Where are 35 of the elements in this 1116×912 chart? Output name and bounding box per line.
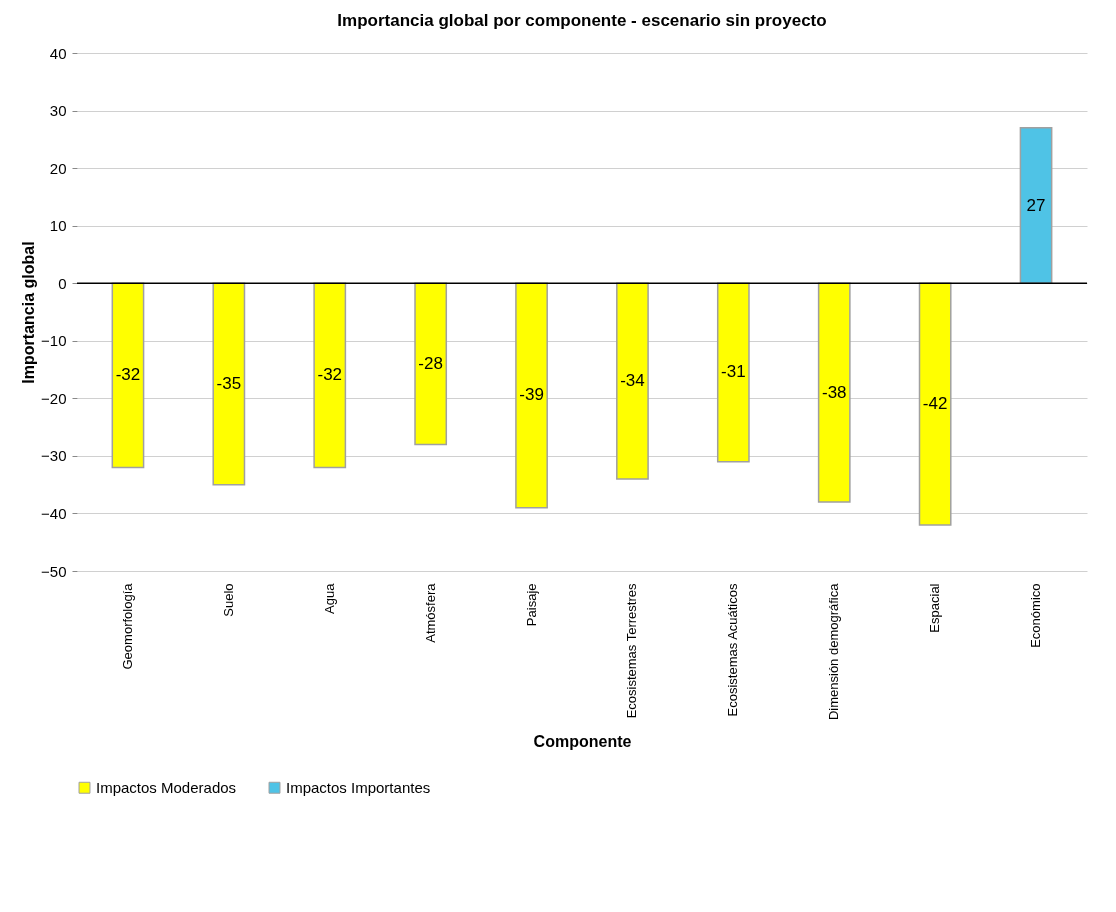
- legend-label: Impactos Moderados: [96, 778, 237, 796]
- x-tick-label: Ecosistemas Acuáticos: [725, 583, 741, 717]
- x-tick-label: Atmósfera: [422, 582, 438, 643]
- y-axis-title: Importancia global: [20, 241, 38, 384]
- x-tick-label: Agua: [321, 582, 337, 614]
- data-label: -31: [721, 362, 746, 382]
- y-tick-label: −40: [41, 504, 67, 522]
- x-tick-label: Ecosistemas Terrestres: [624, 583, 640, 719]
- y-tick-label: 20: [49, 159, 67, 177]
- y-tick-label: −10: [41, 332, 67, 350]
- data-label: -32: [317, 365, 343, 385]
- legend-label: Impactos Importantes: [286, 778, 431, 796]
- x-axis-title: Componente: [533, 733, 632, 751]
- x-tick-label: Dimensión demográfica: [826, 582, 842, 721]
- x-tick-label: Suelo: [220, 583, 236, 617]
- chart-title: Importancia global por componente - escenario sin proyecto: [337, 11, 827, 30]
- x-tick-label: Espacial: [927, 583, 943, 633]
- y-tick-label: −30: [41, 447, 67, 465]
- y-tick-label: −50: [41, 562, 67, 580]
- data-label: -42: [922, 394, 948, 414]
- y-tick-label: 40: [49, 44, 67, 62]
- data-label: 27: [1026, 195, 1046, 215]
- data-label: -34: [620, 371, 645, 391]
- data-label: -39: [519, 385, 544, 405]
- data-label: -38: [821, 382, 847, 402]
- y-tick-label: −20: [41, 389, 67, 407]
- data-label: -32: [115, 365, 141, 385]
- y-tick-label: 0: [58, 274, 67, 292]
- y-tick-label: 30: [49, 102, 67, 120]
- data-label: -28: [418, 353, 443, 373]
- x-tick-label: Geomorfología: [119, 582, 135, 670]
- y-tick-label: 10: [49, 217, 67, 235]
- x-tick-label: Económico: [1028, 583, 1044, 648]
- data-label: -35: [216, 373, 242, 393]
- x-tick-label: Paisaje: [523, 583, 539, 627]
